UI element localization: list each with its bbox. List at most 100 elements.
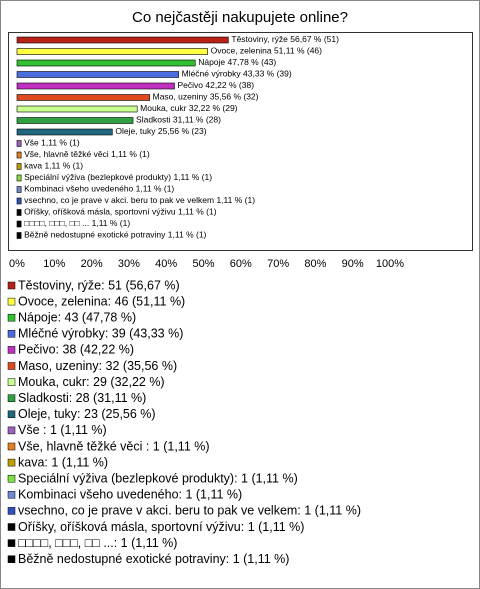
bar (16, 105, 138, 113)
bar (16, 48, 208, 55)
legend-swatch (7, 297, 16, 306)
bar (16, 128, 113, 136)
bar (16, 117, 134, 124)
legend-swatch (7, 346, 16, 354)
bar-value-label: 1,11 % (1) (41, 138, 80, 148)
legend-label: Kombinaci všeho uvedeného: 1 (1,11 %) (18, 488, 242, 502)
bar-value-label: 47,78 % (43) (228, 57, 277, 67)
bar-category: Mouka, cukr (140, 103, 186, 113)
bar-value-label: 42,22 % (38) (205, 80, 254, 90)
bar-category: Oleje, tuky (115, 126, 156, 136)
bar (16, 59, 196, 67)
plot-frame (8, 32, 473, 251)
bar-label: Těstoviny, rýže 56,67 % (51) (231, 34, 339, 44)
legend-label: Maso, uzeniny: 32 (35,56 %) (18, 359, 177, 373)
bar-label: Mléčné výrobky 43,33 % (39) (182, 69, 292, 79)
legend-swatch (7, 555, 16, 563)
x-tick-label: 80% (304, 258, 326, 270)
legend-swatch (7, 507, 16, 515)
bar-category: Vše, hlavně těžké věci (24, 149, 109, 159)
bar-category: □□□□, □□□, □□ ... (24, 218, 89, 228)
bar-category: Pečivo (177, 80, 203, 90)
x-tick-label: 50% (192, 258, 214, 270)
bar-value-label: 32,22 % (29) (189, 103, 238, 113)
legend-label: Vše, hlavně těžké věci : 1 (1,11 %) (18, 439, 210, 453)
bar (16, 174, 22, 182)
bar-category: Ovoce, zelenina (211, 46, 272, 56)
legend-label: Speciální výživa (bezlepkové produkty): … (18, 471, 298, 485)
bar-category: Běžně nedostupné exotické potraviny (24, 230, 166, 240)
bar-label: Sladkosti 31,11 % (28) (136, 115, 221, 125)
legend-label: kava: 1 (1,11 %) (18, 455, 108, 469)
bar-label: Kombinaci všeho uvedeného 1,11 % (1) (24, 184, 174, 194)
legend-swatch (7, 330, 16, 338)
bar (16, 36, 229, 44)
legend-swatch (7, 474, 16, 483)
legend-label: vsechno, co je prave v akci. beru to pak… (18, 504, 361, 518)
bar-value-label: 51,11 % (46) (274, 46, 322, 56)
bar-category: Těstoviny, rýže (231, 34, 288, 44)
legend-swatch (7, 458, 16, 467)
bar-value-label: 1,11 % (1) (111, 149, 150, 159)
bar-category: Sladkosti (136, 115, 171, 125)
bar-category: Maso, uzeniny (153, 92, 209, 102)
legend-label: Sladkosti: 28 (31,11 %) (18, 391, 146, 405)
legend-label: Mouka, cukr: 29 (32,22 %) (18, 375, 165, 389)
bar-label: Běžně nedostupné exotické potraviny 1,11… (24, 230, 206, 240)
bar-value-label: 56,67 % (51) (290, 34, 339, 44)
bar-value-label: 1,11 % (1) (136, 184, 175, 194)
x-tick-label: 20% (81, 258, 103, 270)
legend-label: □□□□, □□□, □□ ...: 1 (1,11 %) (18, 536, 177, 550)
chart-title: Co nejčastěji nakupujete online? (132, 9, 348, 26)
legend-label: Oříšky, oříšková másla, sportovní výživu… (18, 520, 304, 534)
legend-label: Pečivo: 38 (42,22 %) (18, 343, 134, 357)
bar-label: Speciální výživa (bezlepkové produkty) 1… (24, 172, 212, 182)
legend-swatch (7, 442, 16, 451)
bar (16, 151, 22, 159)
bar-label: Ovoce, zelenina 51,11 % (46) (211, 46, 323, 56)
bar-label: Vše, hlavně těžké věci 1,11 % (1) (24, 149, 150, 159)
bar-value-label: 1,11 % (1) (178, 207, 217, 217)
x-tick-label: 70% (267, 258, 289, 270)
bar (16, 163, 22, 170)
legend-swatch (7, 281, 16, 290)
bar-value-label: 1,11 % (1) (92, 218, 131, 228)
x-tick-label: 60% (230, 258, 252, 270)
bar-label: Pečivo 42,22 % (38) (177, 80, 254, 90)
legend-label: Oleje, tuky: 23 (25,56 %) (18, 407, 156, 421)
bar-category: Vše (24, 138, 41, 148)
x-tick-label: 40% (155, 258, 177, 270)
legend-label: Vše : 1 (1,11 %) (18, 423, 107, 437)
bar-category: vsechno, co je prave v akci. beru to pak… (24, 195, 214, 205)
bar-category: Oříšky, oříšková másla, sportovní výživu (24, 207, 176, 217)
bar-value-label: 1,11 % (1) (216, 195, 255, 205)
bar (16, 209, 22, 216)
legend-swatch (7, 523, 16, 531)
bar (16, 186, 22, 193)
bar-label: Oleje, tuky 25,56 % (23) (115, 126, 206, 136)
bar-value-label: 35,56 % (32) (210, 92, 259, 102)
legend-swatch (7, 491, 16, 499)
bar-value-label: 1,11 % (1) (173, 172, 212, 182)
bar (16, 197, 22, 205)
legend-swatch (7, 362, 16, 370)
bar-value-label: 1,11 % (1) (44, 161, 83, 171)
legend-swatch (7, 394, 16, 402)
bar (16, 82, 175, 90)
bar (16, 220, 22, 228)
legend-swatch (7, 313, 16, 322)
bar-value-label: 25,56 % (23) (158, 126, 207, 136)
bar-label: □□□□, □□□, □□ ... 1,11 % (1) (24, 218, 130, 228)
x-tick-label: 90% (342, 258, 364, 270)
legend-label: Běžně nedostupné exotické potraviny: 1 (… (18, 552, 289, 566)
legend-label: Mléčné výrobky: 39 (43,33 %) (18, 327, 183, 341)
bar-label: Maso, uzeniny 35,56 % (32) (153, 92, 259, 102)
bar-category: Kombinaci všeho uvedeného (24, 184, 133, 194)
bar (16, 71, 179, 78)
x-tick-label: 0% (9, 258, 25, 270)
x-tick-label: 30% (118, 258, 140, 270)
bar-label: vsechno, co je prave v akci. beru to pak… (24, 195, 255, 205)
bar-category: Speciální výživa (bezlepkové produkty) (24, 172, 171, 182)
bar-label: Vše 1,11 % (1) (24, 138, 80, 148)
